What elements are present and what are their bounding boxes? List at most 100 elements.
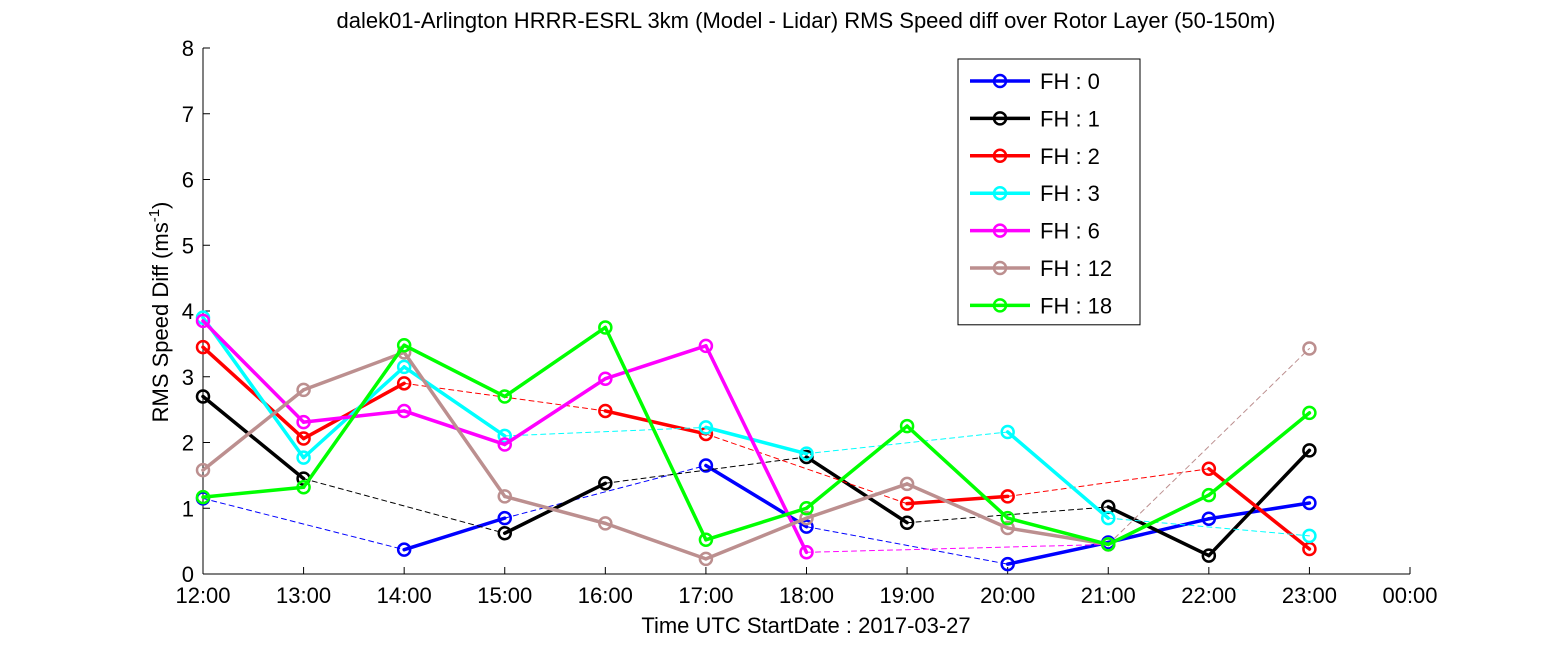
series-line-segment <box>503 325 608 399</box>
data-point-marker <box>497 510 512 526</box>
legend-marker <box>992 148 1008 164</box>
legend-marker <box>992 73 1008 89</box>
legend-marker <box>992 185 1008 201</box>
data-point-marker <box>497 489 512 504</box>
series-gap-segment <box>202 497 405 551</box>
y-tick-label: 7 <box>182 102 194 127</box>
series-line-segment <box>1005 540 1110 566</box>
data-point-marker <box>698 420 714 435</box>
legend-marker <box>992 223 1008 238</box>
data-point-marker <box>598 320 613 335</box>
data-point-marker <box>195 389 211 404</box>
data-point-marker <box>1302 443 1317 458</box>
legend-label: FH : 1 <box>1040 106 1100 131</box>
data-point-marker <box>698 338 714 354</box>
series-gap-segment <box>806 431 1009 455</box>
x-tick-label: 19:00 <box>880 583 935 608</box>
legend-item: FH : 2 <box>970 144 1100 169</box>
data-point-marker <box>396 337 412 353</box>
x-tick-label: 20:00 <box>980 583 1035 608</box>
series-gap-segment <box>1007 468 1210 497</box>
data-point-marker <box>1302 528 1317 544</box>
legend-label: FH : 6 <box>1040 219 1100 244</box>
x-tick-label: 16:00 <box>578 583 633 608</box>
series-line-segment <box>1207 448 1312 558</box>
series-line-segment <box>301 350 406 392</box>
data-point-marker <box>698 458 714 473</box>
legend-item: FH : 18 <box>970 293 1112 318</box>
data-point-marker <box>296 414 311 430</box>
y-axis: 0 1 2 3 4 5 6 7 8 <box>182 36 210 587</box>
series-line-segment <box>704 506 809 542</box>
data-point-marker <box>799 545 814 560</box>
data-point-marker <box>598 403 613 419</box>
data-point-marker <box>899 496 915 511</box>
series-line-segment <box>603 409 708 436</box>
data-point-marker <box>396 359 412 375</box>
series-line-segment <box>301 343 406 489</box>
data-point-marker <box>195 489 211 505</box>
data-point-marker <box>698 532 714 548</box>
data-point-marker <box>598 371 613 386</box>
data-point-marker <box>1302 495 1317 511</box>
legend-label: FH : 3 <box>1040 181 1100 206</box>
data-point-marker <box>1302 405 1317 421</box>
data-point-marker <box>899 515 915 530</box>
data-point-marker <box>1000 556 1015 572</box>
series-line-segment <box>201 485 306 499</box>
x-tick-label: 12:00 <box>175 583 230 608</box>
y-tick-label: 0 <box>182 562 194 587</box>
y-axis-label-main: RMS Speed Diff (ms <box>148 222 173 422</box>
data-point-marker <box>799 519 814 534</box>
series-line-segment <box>804 455 909 525</box>
data-point-marker <box>799 501 814 516</box>
series-gap-segment <box>604 456 807 484</box>
series-line-segment <box>1005 430 1110 520</box>
data-point-marker <box>1000 510 1015 526</box>
x-tick-label: 23:00 <box>1282 583 1337 608</box>
x-tick-label: 22:00 <box>1181 583 1236 608</box>
series-line-segment <box>704 516 809 561</box>
y-axis-label-superscript: -1 <box>146 209 163 222</box>
y-tick-label: 8 <box>182 36 194 61</box>
x-tick-label: 13:00 <box>276 583 331 608</box>
legend-item: FH : 3 <box>970 181 1100 206</box>
series-line-segment <box>201 315 306 460</box>
y-tick-label: 6 <box>182 168 194 193</box>
series-line-segment <box>905 494 1010 506</box>
series-line-segment <box>503 494 608 526</box>
series-layer <box>195 310 1317 572</box>
series-line-segment <box>603 521 708 561</box>
series-gap-segment <box>1107 517 1310 537</box>
legend-item: FH : 6 <box>970 219 1100 244</box>
legend-marker <box>992 111 1008 126</box>
series-line-segment <box>201 394 306 481</box>
data-point-marker <box>497 389 512 404</box>
series-gap-segment <box>303 478 506 534</box>
x-axis: 12:00 13:00 14:00 15:00 16:00 17:00 18:00 19:00… <box>175 567 1438 608</box>
x-tick-label: 15:00 <box>477 583 532 608</box>
y-tick-label: 2 <box>182 431 194 456</box>
series-line-segment <box>603 344 708 381</box>
series-line-segment <box>402 516 507 552</box>
series-gap-segment <box>1107 347 1310 545</box>
series-fh-12 <box>195 341 1317 567</box>
data-point-marker <box>799 446 814 461</box>
series-line-segment <box>402 409 507 447</box>
data-point-marker <box>195 313 211 329</box>
data-point-marker <box>1000 489 1015 504</box>
series-line-segment <box>301 365 406 460</box>
legend-label: FH : 2 <box>1040 144 1100 169</box>
legend-item: FH : 0 <box>970 69 1100 94</box>
data-point-marker <box>1101 510 1116 526</box>
data-point-marker <box>1201 511 1217 527</box>
series-line-segment <box>603 325 708 542</box>
legend-item: FH : 1 <box>970 106 1100 131</box>
data-point-marker <box>1000 424 1015 440</box>
data-point-marker <box>296 450 311 465</box>
y-axis-label-end: ) <box>148 202 173 209</box>
x-tick-label: 21:00 <box>1081 583 1136 608</box>
x-tick-label: 14:00 <box>377 583 432 608</box>
